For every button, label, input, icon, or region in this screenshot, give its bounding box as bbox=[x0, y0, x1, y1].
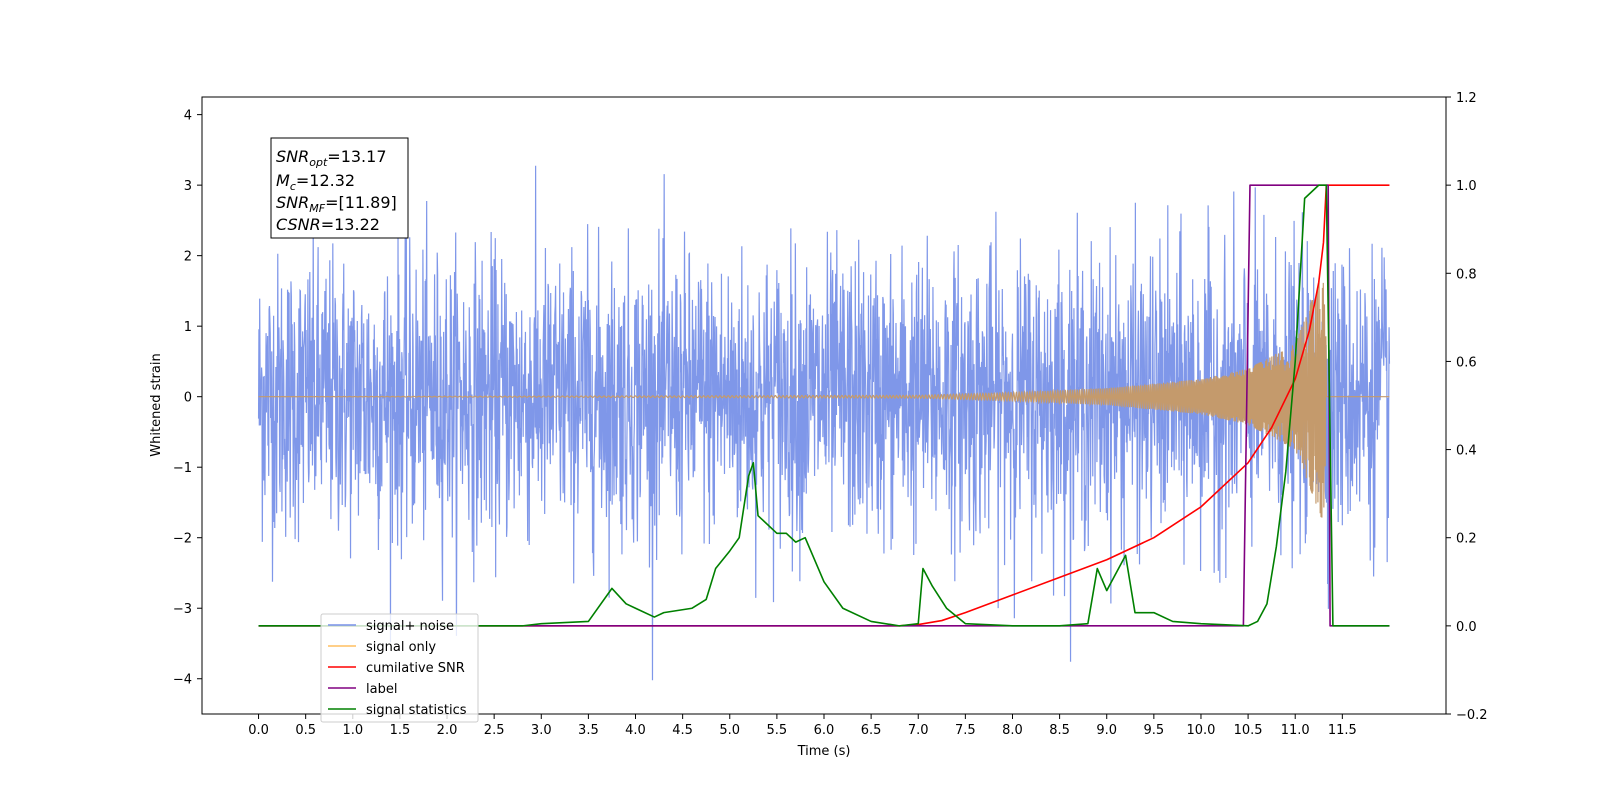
x-tick-label: 11.5 bbox=[1328, 723, 1357, 738]
x-tick-label: 2.5 bbox=[484, 723, 505, 738]
x-tick-label: 6.5 bbox=[861, 723, 882, 738]
x-tick-label: 7.5 bbox=[955, 723, 976, 738]
x-tick-label: 11.0 bbox=[1281, 723, 1310, 738]
x-tick-label: 6.0 bbox=[814, 723, 835, 738]
x-tick-label: 3.5 bbox=[578, 723, 599, 738]
series-signal-only bbox=[258, 281, 1390, 518]
y2-tick-label: 0.4 bbox=[1456, 444, 1477, 459]
y-tick-label: 2 bbox=[184, 250, 192, 265]
csnr-text: CSNR=13.22 bbox=[276, 215, 380, 234]
legend-item-cumulative-snr: cumilative SNR bbox=[328, 661, 465, 676]
y2-tick-label: −0.2 bbox=[1456, 708, 1488, 723]
legend-label: cumilative SNR bbox=[366, 661, 465, 676]
x-tick-label: 8.5 bbox=[1049, 723, 1070, 738]
x-tick-label: 10.0 bbox=[1186, 723, 1215, 738]
snr-info-box: SNRopt=13.17 Mc=12.32 SNRMF=[11.89] CSNR… bbox=[270, 137, 409, 239]
y2-tick-label: 0.0 bbox=[1456, 620, 1477, 635]
x-tick-label: 10.5 bbox=[1234, 723, 1263, 738]
y-tick-label: −4 bbox=[173, 673, 192, 688]
y-tick-label: −2 bbox=[173, 532, 192, 547]
x-tick-label: 7.0 bbox=[908, 723, 929, 738]
legend-label: signal only bbox=[366, 640, 436, 655]
x-tick-label: 9.0 bbox=[1096, 723, 1117, 738]
legend-label: signal statistics bbox=[366, 703, 467, 718]
x-tick-label: 0.5 bbox=[295, 723, 316, 738]
y2-tick-label: 0.2 bbox=[1456, 532, 1477, 547]
x-axis-ticks: 0.0 0.5 1.0 1.5 2.0 2.5 3.0 3.5 4.0 4.5 5.0 5.5 6.0 6… bbox=[248, 714, 1357, 738]
x-tick-label: 0.0 bbox=[248, 723, 269, 738]
legend-item-label: label bbox=[328, 682, 397, 697]
legend-item-signal-statistics: signal statistics bbox=[328, 703, 467, 718]
legend-item-signal-noise: signal+ noise bbox=[328, 619, 454, 634]
x-tick-label: 4.0 bbox=[625, 723, 646, 738]
mc-text: Mc=12.32 bbox=[276, 171, 355, 193]
y-axis-label: Whitened strain bbox=[149, 353, 164, 456]
legend-item-signal-only: signal only bbox=[328, 640, 436, 655]
x-tick-label: 1.0 bbox=[342, 723, 363, 738]
y2-tick-label: 1.0 bbox=[1456, 179, 1477, 194]
info-box-frame bbox=[270, 137, 409, 239]
y-tick-label: 3 bbox=[184, 179, 192, 194]
series-cumulative-snr bbox=[258, 184, 1390, 627]
snr-opt-text: SNRopt=13.17 bbox=[276, 147, 387, 169]
x-tick-label: 5.5 bbox=[767, 723, 788, 738]
y-tick-label: 4 bbox=[184, 109, 192, 124]
x-tick-label: 5.0 bbox=[719, 723, 740, 738]
plot-area bbox=[257, 165, 1391, 681]
y2-axis-ticks: 1.2 1.0 0.8 0.6 0.4 0.2 0.0 −0.2 bbox=[1446, 91, 1488, 723]
y-tick-label: 1 bbox=[184, 320, 192, 335]
x-tick-label: 9.5 bbox=[1144, 723, 1165, 738]
legend-label: label bbox=[366, 682, 397, 697]
x-tick-label: 1.5 bbox=[390, 723, 411, 738]
legend-frame bbox=[320, 613, 479, 723]
legend-label: signal+ noise bbox=[366, 619, 454, 634]
y-axis-ticks: 4 3 2 1 0 −1 −2 −3 −4 bbox=[173, 109, 202, 688]
y-tick-label: 0 bbox=[184, 391, 192, 406]
y2-tick-label: 0.8 bbox=[1456, 267, 1477, 282]
x-tick-label: 2.0 bbox=[437, 723, 458, 738]
legend: signal+ noise signal only cumilative SNR… bbox=[320, 613, 479, 723]
y-tick-label: −3 bbox=[173, 602, 192, 617]
y-tick-label: −1 bbox=[173, 461, 192, 476]
y2-tick-label: 1.2 bbox=[1456, 91, 1477, 106]
y2-tick-label: 0.6 bbox=[1456, 355, 1477, 370]
x-tick-label: 3.0 bbox=[531, 723, 552, 738]
x-tick-label: 4.5 bbox=[672, 723, 693, 738]
snr-mf-text: SNRMF=[11.89] bbox=[276, 193, 397, 215]
x-axis-label: Time (s) bbox=[797, 744, 851, 759]
x-tick-label: 8.0 bbox=[1002, 723, 1023, 738]
series-signal-statistics bbox=[258, 184, 1390, 627]
